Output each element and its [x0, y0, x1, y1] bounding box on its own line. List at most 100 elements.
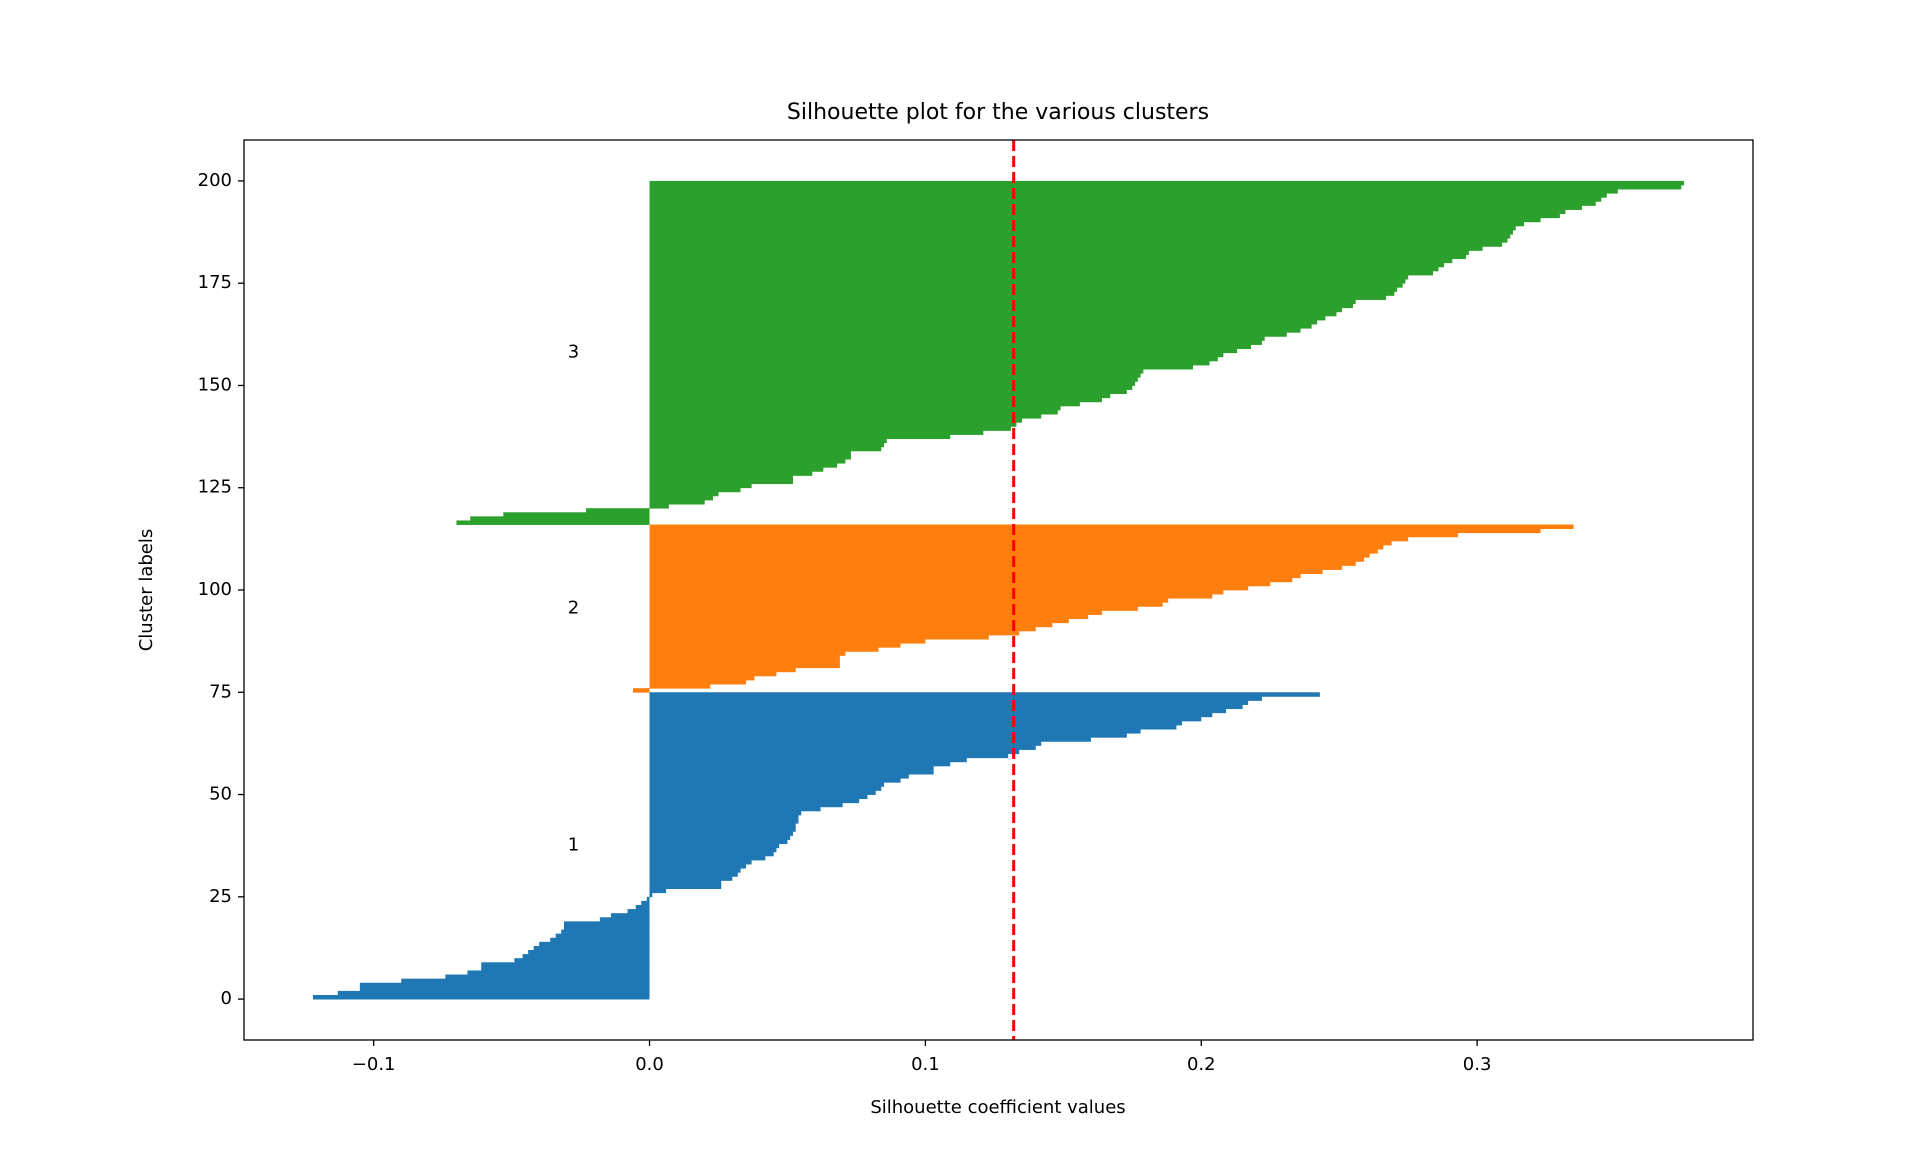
silhouette-bar [649, 328, 1301, 333]
silhouette-bar [649, 422, 1017, 427]
x-tick-label: 0.0 [635, 1054, 664, 1075]
silhouette-bar [649, 794, 868, 800]
y-tick-label: 100 [198, 579, 232, 600]
silhouette-bar [649, 471, 813, 476]
silhouette-bar [649, 315, 1326, 321]
silhouette-bar [649, 712, 1213, 718]
silhouette-bar [649, 569, 1323, 575]
silhouette-bar [649, 295, 1387, 300]
silhouette-bar [649, 700, 1249, 705]
y-tick-label: 175 [198, 272, 232, 293]
silhouette-bar [649, 855, 766, 861]
silhouette-bar [649, 557, 1365, 562]
silhouette-bar [481, 962, 650, 967]
silhouette-bar [649, 369, 1144, 374]
silhouette-bar [555, 933, 650, 939]
silhouette-bar [649, 884, 722, 890]
silhouette-bar [649, 880, 722, 885]
silhouette-bar [649, 549, 1378, 554]
silhouette-bar [649, 757, 967, 763]
silhouette-bar [649, 585, 1249, 591]
silhouette-bar [649, 892, 653, 898]
silhouette-bar [649, 467, 824, 472]
silhouette-bar [635, 905, 650, 910]
y-tick-label: 25 [209, 886, 232, 907]
silhouette-bar [649, 487, 741, 493]
silhouette-bar [649, 839, 788, 845]
silhouette-bar [649, 356, 1218, 362]
silhouette-bar [649, 843, 780, 849]
silhouette-bar [649, 737, 1091, 742]
silhouette-bar [649, 258, 1453, 264]
silhouette-bar [649, 630, 1020, 636]
silhouette-bar [649, 303, 1353, 309]
silhouette-bar [649, 647, 879, 652]
silhouette-bar [649, 626, 1036, 632]
silhouette-bar [649, 667, 796, 673]
silhouette-bar [649, 643, 901, 648]
y-tick-label: 200 [198, 170, 232, 191]
silhouette-bar [539, 941, 650, 947]
silhouette-bar [641, 900, 650, 906]
y-tick-label: 0 [221, 988, 232, 1009]
silhouette-bar [649, 291, 1395, 296]
silhouette-bar [599, 917, 650, 922]
x-tick-label: −0.1 [352, 1054, 396, 1075]
silhouette-bar [649, 283, 1403, 288]
silhouette-bar [649, 459, 846, 464]
silhouette-bar [649, 680, 747, 685]
silhouette-bar [649, 565, 1342, 570]
silhouette-bar [649, 377, 1138, 382]
silhouette-bar [312, 995, 650, 1000]
silhouette-bar [649, 581, 1271, 587]
silhouette-bar [649, 553, 1370, 558]
chart-title: Silhouette plot for the various clusters [787, 100, 1209, 125]
silhouette-bar [467, 970, 650, 975]
silhouette-bar [649, 340, 1262, 345]
silhouette-bar [649, 606, 1138, 611]
silhouette-bar [649, 671, 777, 677]
silhouette-bar [649, 590, 1224, 595]
silhouette-bar [649, 197, 1602, 202]
silhouette-bar [649, 360, 1210, 366]
silhouette-bar [649, 185, 1682, 190]
silhouette-bar [649, 864, 747, 869]
silhouette-bar [337, 990, 650, 996]
silhouette-bar [649, 741, 1042, 746]
silhouette-bar [649, 320, 1318, 325]
silhouette-bar [649, 279, 1406, 284]
silhouette-bar [649, 868, 741, 873]
silhouette-bar [359, 982, 650, 988]
silhouette-bar [649, 189, 1618, 194]
silhouette-bar [649, 851, 774, 857]
silhouette-bar [649, 491, 719, 497]
silhouette-bar [649, 684, 711, 689]
silhouette-bar [649, 450, 851, 456]
silhouette-bar [649, 389, 1127, 395]
silhouette-bar [649, 373, 1141, 378]
silhouette-bar [649, 790, 876, 795]
silhouette-bar [649, 765, 934, 771]
silhouette-bar [649, 602, 1163, 607]
silhouette-bar [649, 193, 1607, 198]
silhouette-bar [649, 385, 1133, 390]
silhouette-bar [649, 483, 752, 489]
silhouette-bar [649, 344, 1251, 350]
silhouette-bar [586, 508, 650, 513]
silhouette-bar [649, 860, 752, 865]
silhouette-bar [649, 888, 667, 894]
silhouette-bar [481, 966, 650, 971]
silhouette-bar [503, 512, 650, 517]
silhouette-bar [649, 598, 1169, 603]
silhouette-bar [649, 819, 799, 824]
silhouette-bar [649, 311, 1337, 317]
silhouette-bar [649, 393, 1111, 399]
cluster-label: 1 [568, 835, 579, 856]
y-axis-label: Cluster labels [136, 529, 157, 652]
silhouette-bar [649, 815, 799, 820]
silhouette-bar [649, 540, 1392, 546]
silhouette-bar [649, 692, 1320, 697]
y-tick-label: 75 [209, 681, 232, 702]
